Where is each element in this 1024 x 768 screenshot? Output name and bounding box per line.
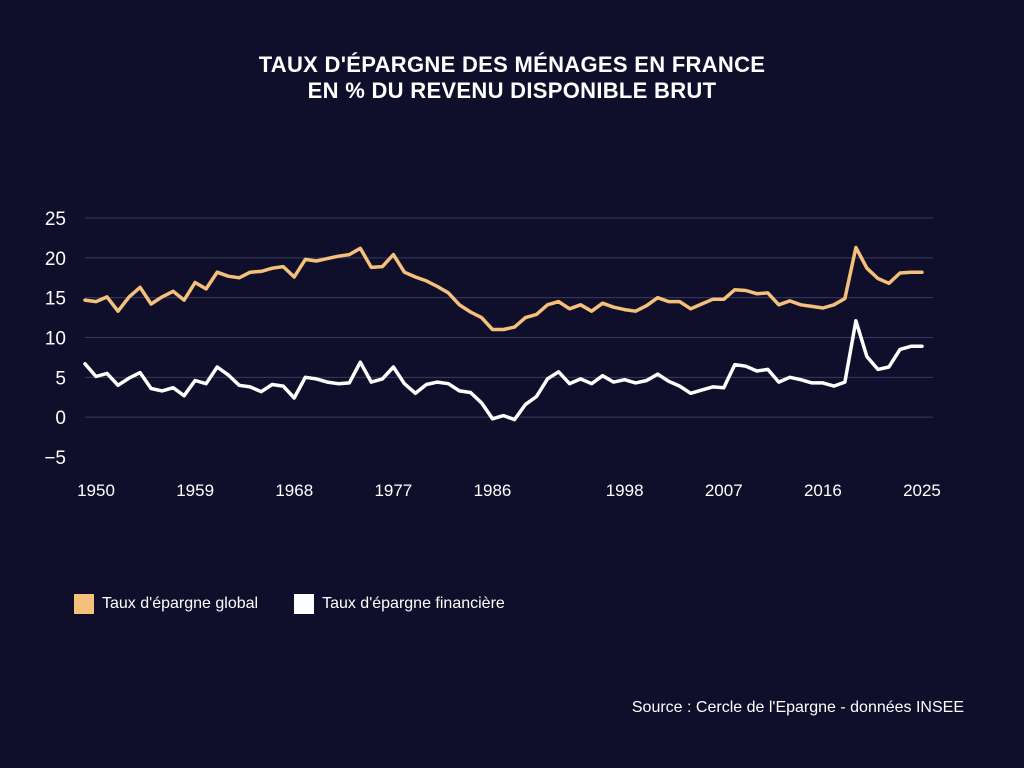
gridlines: [85, 217, 933, 418]
legend-swatch-global: [74, 594, 94, 614]
y-tick-label: 15: [45, 289, 66, 310]
y-tick-label: −5: [44, 448, 66, 469]
x-tick-label: 1977: [374, 481, 412, 500]
x-tick-label: 1968: [275, 481, 313, 500]
chart-title-line-1: TAUX D'ÉPARGNE DES MÉNAGES EN FRANCE: [258, 52, 766, 77]
y-tick-label: 25: [45, 209, 66, 230]
y-axis-ticks: 25 20 15 10 5 0 −5: [44, 209, 66, 469]
x-tick-label: 1959: [176, 481, 214, 500]
legend-item-financiere: Taux d'épargne financière: [294, 594, 505, 614]
chart-title-line-2: EN % DU REVENU DISPONIBLE BRUT: [307, 78, 717, 103]
chart-title: TAUX D'ÉPARGNE DES MÉNAGES EN FRANCE EN …: [0, 52, 1024, 104]
series-line-financiere: [83, 319, 924, 422]
legend: Taux d'épargne global Taux d'épargne fin…: [74, 594, 541, 614]
source-note: Source : Cercle de l'Epargne - données I…: [631, 699, 964, 716]
x-tick-label: 1950: [77, 481, 115, 500]
x-axis-ticks: 1950 1959 1968 1977 1986 1998 2007 2016 2025: [77, 481, 941, 500]
x-tick-label: 1998: [606, 481, 644, 500]
legend-swatch-financiere: [294, 594, 315, 614]
legend-label-financiere: Taux d'épargne financière: [322, 595, 505, 612]
y-tick-label: 5: [55, 368, 66, 389]
x-tick-label: 1986: [474, 481, 512, 500]
y-tick-label: 0: [55, 408, 66, 429]
x-tick-label: 2025: [903, 481, 941, 500]
series-line-global: [83, 245, 924, 332]
x-tick-label: 2016: [804, 481, 842, 500]
series-lines: [83, 245, 924, 422]
legend-label-global: Taux d'épargne global: [102, 595, 259, 612]
legend-item-global: Taux d'épargne global: [74, 594, 258, 614]
x-tick-label: 2007: [705, 481, 743, 500]
y-tick-label: 10: [45, 329, 66, 350]
y-tick-label: 20: [45, 249, 66, 270]
